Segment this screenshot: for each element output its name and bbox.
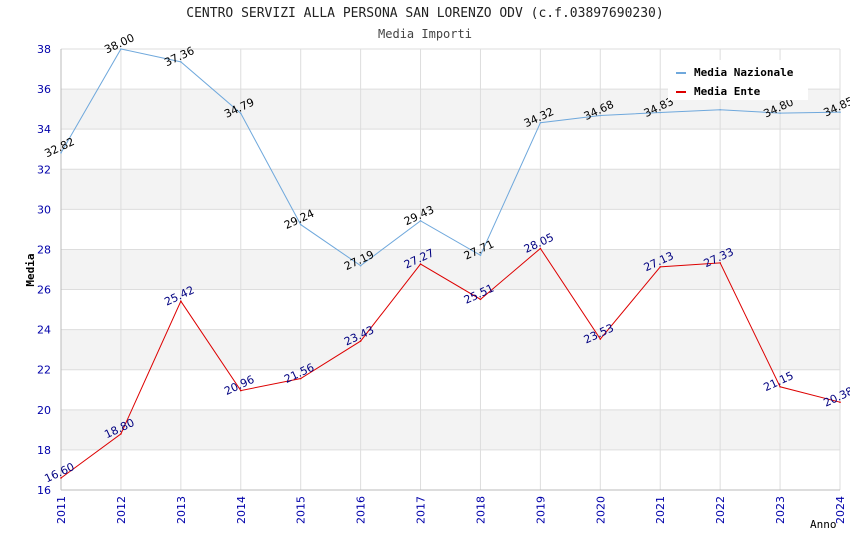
x-tick-label: 2021 xyxy=(654,496,667,524)
data-point xyxy=(659,111,662,114)
data-point xyxy=(539,121,542,124)
y-tick-label: 26 xyxy=(37,284,51,297)
x-tick-label: 2013 xyxy=(175,496,188,524)
x-tick-label: 2020 xyxy=(594,496,607,524)
data-point xyxy=(599,114,602,117)
data-label: 37.36 xyxy=(162,44,196,69)
data-point xyxy=(779,385,781,388)
x-tick-label: 2014 xyxy=(235,496,248,524)
data-point xyxy=(120,48,122,50)
data-label: 20.96 xyxy=(222,373,256,398)
data-point xyxy=(180,300,182,302)
x-tick-label: 2022 xyxy=(714,496,727,524)
data-point xyxy=(419,219,422,222)
grid-band xyxy=(61,169,840,210)
grid-band xyxy=(61,409,840,450)
grid-band xyxy=(61,329,840,370)
x-tick-label: 2017 xyxy=(415,496,428,524)
data-label: 16.60 xyxy=(42,460,76,485)
data-point xyxy=(239,389,242,392)
x-tick-label: 2024 xyxy=(834,496,847,524)
y-tick-label: 28 xyxy=(37,243,51,256)
y-tick-label: 32 xyxy=(37,163,51,176)
data-point xyxy=(839,401,841,404)
plot-series xyxy=(60,48,841,479)
x-tick-label: 2019 xyxy=(534,496,547,524)
legend-label: Media Ente xyxy=(694,85,761,98)
y-axis-label: Media xyxy=(24,253,37,286)
data-point xyxy=(779,112,781,114)
legend: Media Nazionale Media Ente xyxy=(668,60,808,100)
x-tick-label: 2015 xyxy=(295,496,308,524)
data-point xyxy=(60,152,62,154)
data-point xyxy=(299,223,302,226)
data-label: 21.15 xyxy=(762,369,796,394)
data-point xyxy=(299,377,302,380)
data-point xyxy=(239,112,242,115)
data-point xyxy=(359,264,362,267)
data-point xyxy=(719,262,721,264)
chart-subtitle: Media Importi xyxy=(378,27,472,41)
data-point xyxy=(479,254,482,257)
series-line-1 xyxy=(60,48,841,267)
grid-band xyxy=(61,249,840,290)
series-line-2 xyxy=(60,247,841,479)
y-tick-label: 30 xyxy=(37,203,51,216)
y-tick-label: 20 xyxy=(37,404,51,417)
data-point xyxy=(120,433,122,435)
x-tick-label: 2018 xyxy=(474,496,487,524)
y-tick-label: 38 xyxy=(37,43,51,56)
data-point xyxy=(419,263,422,265)
data-label: 38.00 xyxy=(102,31,136,56)
chart-title: CENTRO SERVIZI ALLA PERSONA SAN LORENZO … xyxy=(186,6,664,21)
data-point xyxy=(60,477,62,479)
y-tick-label: 36 xyxy=(37,83,51,96)
data-point xyxy=(599,338,602,340)
y-tick-label: 22 xyxy=(37,364,51,377)
data-label: 32.82 xyxy=(42,135,76,160)
y-tick-label: 34 xyxy=(37,123,51,136)
data-label: 20.38 xyxy=(821,384,850,409)
legend-label: Media Nazionale xyxy=(694,66,794,79)
y-tick-label: 18 xyxy=(37,444,51,457)
y-tick-label: 24 xyxy=(37,324,51,337)
legend-box xyxy=(668,60,808,100)
x-tick-label: 2016 xyxy=(355,496,368,524)
x-tick-label: 2011 xyxy=(55,496,68,524)
data-point xyxy=(719,108,721,111)
data-point xyxy=(539,247,542,250)
data-label: 29.24 xyxy=(282,207,316,232)
data-point xyxy=(180,61,182,63)
data-point xyxy=(839,111,841,113)
data-point xyxy=(359,340,362,342)
data-point xyxy=(659,266,662,268)
data-point xyxy=(479,298,482,301)
x-axis-label: Anno xyxy=(810,518,837,531)
x-tick-label: 2012 xyxy=(115,496,128,524)
y-tick-label: 16 xyxy=(37,484,51,497)
x-tick-label: 2023 xyxy=(774,496,787,524)
